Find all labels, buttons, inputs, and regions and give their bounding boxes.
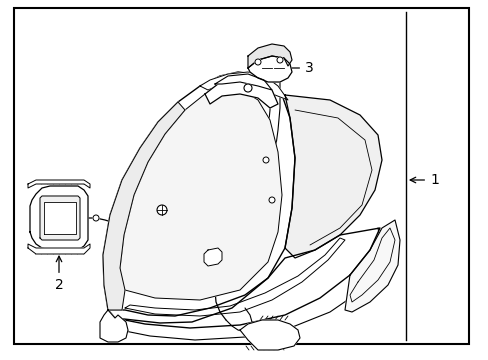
Circle shape [268,197,274,203]
Polygon shape [40,196,80,240]
Polygon shape [240,320,299,350]
Circle shape [263,157,268,163]
Polygon shape [28,180,90,188]
Polygon shape [120,88,282,300]
Text: 3: 3 [272,61,313,75]
Text: 1: 1 [409,173,438,187]
Text: 4: 4 [219,215,260,231]
Polygon shape [345,220,399,312]
Polygon shape [247,44,291,68]
Polygon shape [103,72,294,323]
Polygon shape [285,95,381,258]
Polygon shape [204,78,278,108]
Circle shape [254,59,261,65]
Polygon shape [247,56,291,82]
Circle shape [276,57,283,63]
Circle shape [93,215,99,221]
Polygon shape [203,248,222,266]
Text: 2: 2 [55,256,63,292]
Polygon shape [30,186,88,250]
Polygon shape [28,244,90,254]
Polygon shape [215,74,271,90]
Circle shape [244,84,251,92]
Polygon shape [200,72,287,100]
Polygon shape [44,202,76,234]
Polygon shape [103,102,184,310]
Circle shape [157,205,167,215]
Polygon shape [100,310,128,342]
Polygon shape [108,228,379,328]
